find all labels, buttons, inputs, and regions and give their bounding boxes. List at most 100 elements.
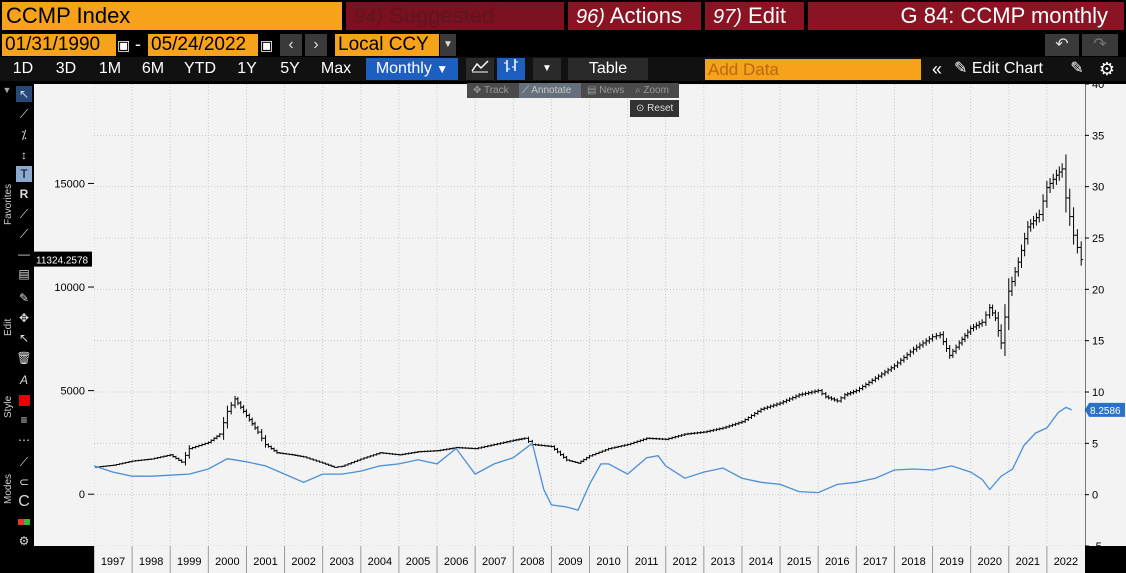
x-tick-label: 2011	[635, 556, 659, 568]
table-button[interactable]: Table	[568, 58, 648, 80]
x-tick-label: 2006	[444, 556, 468, 568]
edit-section-label: Edit	[3, 318, 14, 336]
x-tick-label: 2014	[749, 556, 773, 568]
chart-type-dropdown-icon[interactable]: ▼	[533, 58, 561, 80]
range-1m[interactable]: 1M	[98, 60, 122, 77]
news-button[interactable]: ▤ News	[587, 85, 625, 96]
bottom-axis: 1997 1998 1999 2000 2001 2002 2003 2004 2005 2006…	[94, 546, 1085, 573]
range-1d[interactable]: 1D	[12, 60, 34, 77]
right-axis-bg	[1085, 84, 1126, 546]
left-axis-bg	[34, 84, 94, 546]
annotate-button[interactable]: ⟋ Annotate	[519, 83, 581, 98]
right-tick-label: 15	[1092, 336, 1104, 348]
edit-chart-button[interactable]: ✎ Edit Chart	[954, 58, 1058, 80]
pencil-icon: ✎	[954, 60, 968, 77]
frequency-select[interactable]: Monthly ▼	[366, 58, 458, 80]
next-period-button[interactable]: ›	[305, 34, 327, 56]
favorites-label: Favorites	[3, 183, 14, 225]
undo-icon[interactable]: ↶	[1045, 34, 1079, 56]
right-tick-label: 5	[1092, 438, 1098, 450]
color-modes-icon[interactable]	[16, 513, 32, 529]
currency-dropdown-icon[interactable]: ▼	[440, 34, 456, 56]
right-tick-label: 25	[1092, 233, 1104, 245]
end-date-input[interactable]: 05/24/2022	[148, 34, 258, 56]
add-data-input[interactable]: Add Data	[705, 59, 921, 80]
magnet-mode-icon[interactable]: ⊂	[18, 475, 30, 489]
percent-measure-icon[interactable]: ⁒	[21, 128, 27, 142]
last-price-box	[34, 251, 92, 267]
x-tick-label: 2010	[596, 556, 620, 568]
right-tick-label: -5	[1092, 541, 1102, 546]
trash-icon[interactable]: 🗑	[16, 351, 32, 365]
range-6m[interactable]: 6M	[141, 60, 165, 77]
color-picker-icon[interactable]	[16, 392, 32, 408]
x-tick-label: 2002	[291, 556, 315, 568]
actions-num: 96)	[576, 6, 605, 28]
pointer-icon[interactable]: ↖	[16, 86, 32, 102]
ray-line-icon[interactable]: ⟋	[19, 227, 29, 241]
calendar-start-icon[interactable]: ▣	[117, 37, 131, 53]
line-style-icon[interactable]: ⋯	[18, 433, 30, 447]
x-tick-label: 2017	[863, 556, 887, 568]
actions-button[interactable]: 96) Actions ▼	[568, 2, 701, 53]
currency-select[interactable]: Local CCY	[335, 34, 439, 56]
ohlc-chart-icon[interactable]	[497, 58, 525, 80]
sidebar-settings-icon[interactable]: ⚙	[18, 534, 30, 548]
line-chart-icon[interactable]	[466, 58, 494, 80]
draw-line-icon[interactable]: ⟋	[19, 107, 29, 121]
annotate-pen-icon[interactable]: ✎	[1070, 60, 1084, 77]
suggested-charts-button[interactable]: 94) Suggested Charts	[346, 2, 564, 57]
line-weight-icon[interactable]: ≡	[20, 413, 28, 427]
regression-icon[interactable]: R	[19, 187, 29, 201]
vertical-measure-icon[interactable]: ↕	[21, 148, 27, 162]
zoom-label: Zoom	[643, 85, 669, 96]
last-secondary-box	[1085, 402, 1125, 417]
edit-button[interactable]: 97) Edit ▼	[705, 2, 804, 53]
range-5y[interactable]: 5Y	[280, 60, 300, 77]
redo-icon[interactable]: ↷	[1082, 34, 1118, 56]
last-secondary-label: 8.2586	[1090, 406, 1121, 417]
trend-line-icon[interactable]: ⟋	[19, 207, 29, 221]
range-bar	[0, 57, 1126, 81]
reset-label: Reset	[647, 103, 674, 114]
ticker-field[interactable]: CCMP Index	[2, 2, 342, 30]
move-icon[interactable]: ✥	[18, 311, 30, 325]
right-tick-label: 0	[1092, 490, 1098, 502]
track-button[interactable]: ✥ Track	[473, 85, 509, 96]
zoom-button[interactable]: ⌕ Zoom	[635, 85, 669, 96]
settings-gear-icon[interactable]: ⚙	[1098, 59, 1116, 79]
chart-plot-area[interactable]	[94, 84, 1085, 546]
left-tick-label: 5000	[61, 386, 85, 398]
x-tick-label: 2000	[215, 556, 239, 568]
chart-title: G 84: CCMP monthly	[808, 2, 1124, 30]
channel-icon[interactable]: ▤	[18, 267, 30, 281]
select-icon[interactable]: ↖	[18, 331, 30, 345]
x-tick-label: 2016	[825, 556, 849, 568]
snap-mode-icon[interactable]: C	[18, 493, 30, 510]
right-axis: -5 0 5 10 15 20 25 30 35 40 8.2586	[1085, 84, 1126, 546]
range-max[interactable]: Max	[320, 60, 352, 77]
reset-button[interactable]: ⊙ Reset	[630, 100, 679, 117]
range-3d[interactable]: 3D	[55, 60, 77, 77]
right-tick-label: 20	[1092, 284, 1104, 296]
calendar-end-icon[interactable]: ▣	[260, 37, 274, 53]
edit-pen-icon[interactable]: ✎	[18, 291, 30, 305]
collapse-left-icon[interactable]: «	[931, 59, 942, 79]
range-ytd[interactable]: YTD	[184, 60, 216, 77]
edit-label: Edit	[748, 3, 786, 28]
left-tick-label: 0	[79, 489, 85, 501]
range-1y[interactable]: 1Y	[237, 60, 257, 77]
left-toolbar	[0, 81, 34, 573]
right-tick-label: 35	[1092, 130, 1104, 142]
prev-period-button[interactable]: ‹	[280, 34, 302, 56]
sidebar-toggle-icon[interactable]: ▼	[2, 85, 12, 95]
text-tool-icon[interactable]: T	[16, 166, 32, 182]
right-tick-label: 30	[1092, 182, 1104, 194]
x-tick-label: 2003	[330, 556, 354, 568]
secondary-series-line	[94, 406, 1072, 511]
horizontal-line-icon[interactable]: —	[18, 247, 30, 261]
crosshair-mode-icon[interactable]: ⟋	[19, 455, 29, 469]
font-style-icon[interactable]: A	[19, 373, 28, 387]
start-date-input[interactable]: 01/31/1990	[2, 34, 116, 56]
edit-chart-label: Edit Chart	[971, 60, 1043, 77]
